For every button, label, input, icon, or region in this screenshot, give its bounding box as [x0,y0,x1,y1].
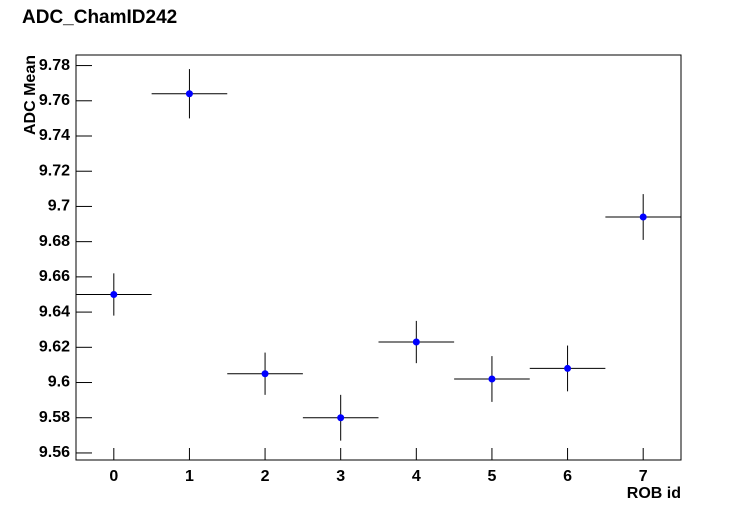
chart-title: ADC_ChamID242 [22,7,177,28]
y-tick-label: 9.62 [39,339,70,356]
x-tick-label: 1 [185,468,194,485]
x-tick-label: 2 [261,468,270,485]
y-tick-label: 9.6 [48,374,70,391]
y-tick-label: 9.72 [39,162,70,179]
y-tick-label: 9.74 [39,127,70,144]
y-tick-label: 9.78 [39,57,70,74]
x-tick-label: 0 [109,468,118,485]
x-tick-label: 7 [639,468,648,485]
x-tick-label: 4 [412,468,421,485]
x-axis-label: ROB id [627,485,681,502]
data-point [488,375,496,383]
y-tick-label: 9.56 [39,444,70,461]
x-tick-label: 3 [336,468,345,485]
data-point [412,338,420,346]
data-point [564,364,572,372]
y-tick-label: 9.76 [39,92,70,109]
data-point [261,370,269,378]
data-point [639,213,647,221]
data-point [337,414,345,422]
y-tick-label: 9.68 [39,233,70,250]
x-tick-label: 6 [563,468,572,485]
y-tick-label: 9.64 [39,303,70,320]
plot-frame [75,54,682,461]
data-point [185,90,193,98]
data-point [110,290,118,298]
y-tick-label: 9.66 [39,268,70,285]
x-tick-label: 5 [487,468,496,485]
y-tick-label: 9.7 [48,198,70,215]
y-axis-label: ADC Mean [22,55,39,135]
y-tick-label: 9.58 [39,409,70,426]
